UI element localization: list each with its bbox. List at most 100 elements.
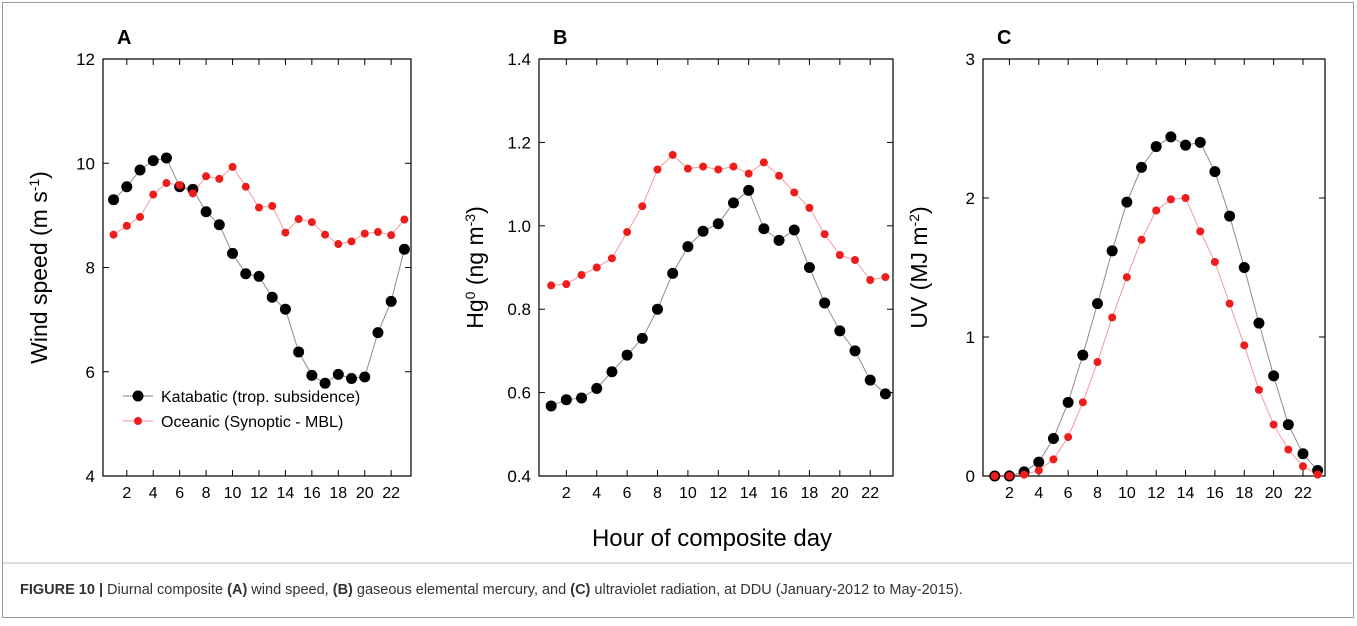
data-point <box>712 218 724 230</box>
data-point <box>714 165 723 174</box>
y-label-part: Wind speed (m s <box>26 191 52 364</box>
data-point <box>1269 420 1278 429</box>
data-point <box>834 325 846 337</box>
data-point <box>1152 206 1161 215</box>
data-point <box>319 377 331 389</box>
x-tick-label: 16 <box>1206 485 1224 502</box>
data-point <box>653 165 662 174</box>
data-point <box>1180 139 1192 151</box>
x-tick-label: 20 <box>831 485 849 502</box>
legend-marker <box>132 390 144 402</box>
x-tick-label: 12 <box>250 485 268 502</box>
panel-label: B <box>553 27 567 49</box>
data-point <box>1196 227 1205 236</box>
y-label-part: (ng m <box>462 226 488 291</box>
x-tick-label: 16 <box>303 485 321 502</box>
data-point <box>849 345 861 357</box>
x-tick-label: 22 <box>861 485 879 502</box>
y-tick-label: 12 <box>76 50 95 69</box>
data-point <box>1165 131 1177 143</box>
x-tick-label: 8 <box>202 485 211 502</box>
data-point <box>562 280 571 289</box>
data-point <box>1078 398 1087 407</box>
data-point <box>990 472 999 480</box>
data-point <box>819 297 831 309</box>
data-point <box>149 190 158 199</box>
data-point <box>667 267 679 279</box>
data-point <box>109 230 118 239</box>
data-point <box>281 228 290 237</box>
data-point <box>1106 245 1118 257</box>
data-point <box>623 228 632 237</box>
data-point <box>253 270 265 282</box>
data-point <box>241 182 250 191</box>
data-point <box>1047 432 1059 444</box>
data-point <box>1137 235 1146 244</box>
data-point <box>881 273 890 282</box>
x-tick-label: 12 <box>709 485 727 502</box>
data-point <box>591 382 603 394</box>
data-point <box>240 268 252 280</box>
data-point <box>790 188 799 197</box>
data-point <box>1150 141 1162 153</box>
caption-part: FIGURE 10 | <box>20 582 103 598</box>
data-point <box>851 255 860 264</box>
y-label-part: Hg <box>462 299 488 328</box>
x-tick-label: 22 <box>382 485 400 502</box>
data-point <box>188 189 197 198</box>
y-label-part: 0 <box>462 291 478 299</box>
x-tick-label: 22 <box>1294 485 1312 502</box>
data-point <box>1062 396 1074 408</box>
data-point <box>387 231 396 240</box>
data-point <box>1282 419 1294 431</box>
y-tick-label: 4 <box>86 467 95 486</box>
data-point <box>279 303 291 315</box>
data-point <box>606 366 618 378</box>
data-point <box>1077 349 1089 361</box>
data-point <box>652 303 664 315</box>
y-tick-label: 1.4 <box>507 50 531 69</box>
data-point <box>1122 273 1131 282</box>
data-point <box>385 295 397 307</box>
y-tick-label: 2 <box>966 189 975 208</box>
data-point <box>1108 313 1117 322</box>
data-point <box>134 164 146 176</box>
legend-label: Oceanic (Synoptic - MBL) <box>161 414 343 431</box>
data-point <box>359 371 371 383</box>
data-point <box>743 184 755 196</box>
x-tick-label: 6 <box>623 485 632 502</box>
data-point <box>607 254 616 263</box>
data-point <box>372 327 384 339</box>
data-point <box>1224 210 1236 222</box>
data-point <box>1268 370 1280 382</box>
data-point <box>122 221 131 230</box>
x-tick-label: 12 <box>1147 485 1165 502</box>
data-point <box>820 230 829 239</box>
data-point <box>547 281 556 290</box>
data-point <box>200 206 212 218</box>
data-point <box>788 224 800 236</box>
y-tick-label: 1.2 <box>507 133 531 152</box>
data-point <box>108 194 120 206</box>
data-point <box>729 162 738 171</box>
data-point <box>1005 472 1014 480</box>
y-tick-label: 0 <box>966 467 975 486</box>
x-tick-label: 10 <box>1118 485 1136 502</box>
data-point <box>1034 466 1043 475</box>
data-point <box>803 262 815 273</box>
data-point <box>1210 257 1219 266</box>
y-tick-label: 0.6 <box>507 384 531 403</box>
data-point <box>1093 358 1102 367</box>
x-tick-label: 18 <box>1235 485 1253 502</box>
caption-part: gaseous elemental mercury, and <box>353 582 570 598</box>
plot-frame <box>982 58 1326 477</box>
data-point <box>1033 456 1045 468</box>
data-point <box>332 368 344 380</box>
data-point <box>773 234 785 246</box>
data-point <box>577 271 586 280</box>
data-point <box>1136 161 1148 173</box>
data-point <box>638 202 647 211</box>
x-tick-label: 16 <box>770 485 788 502</box>
x-tick-label: 8 <box>1093 485 1102 502</box>
